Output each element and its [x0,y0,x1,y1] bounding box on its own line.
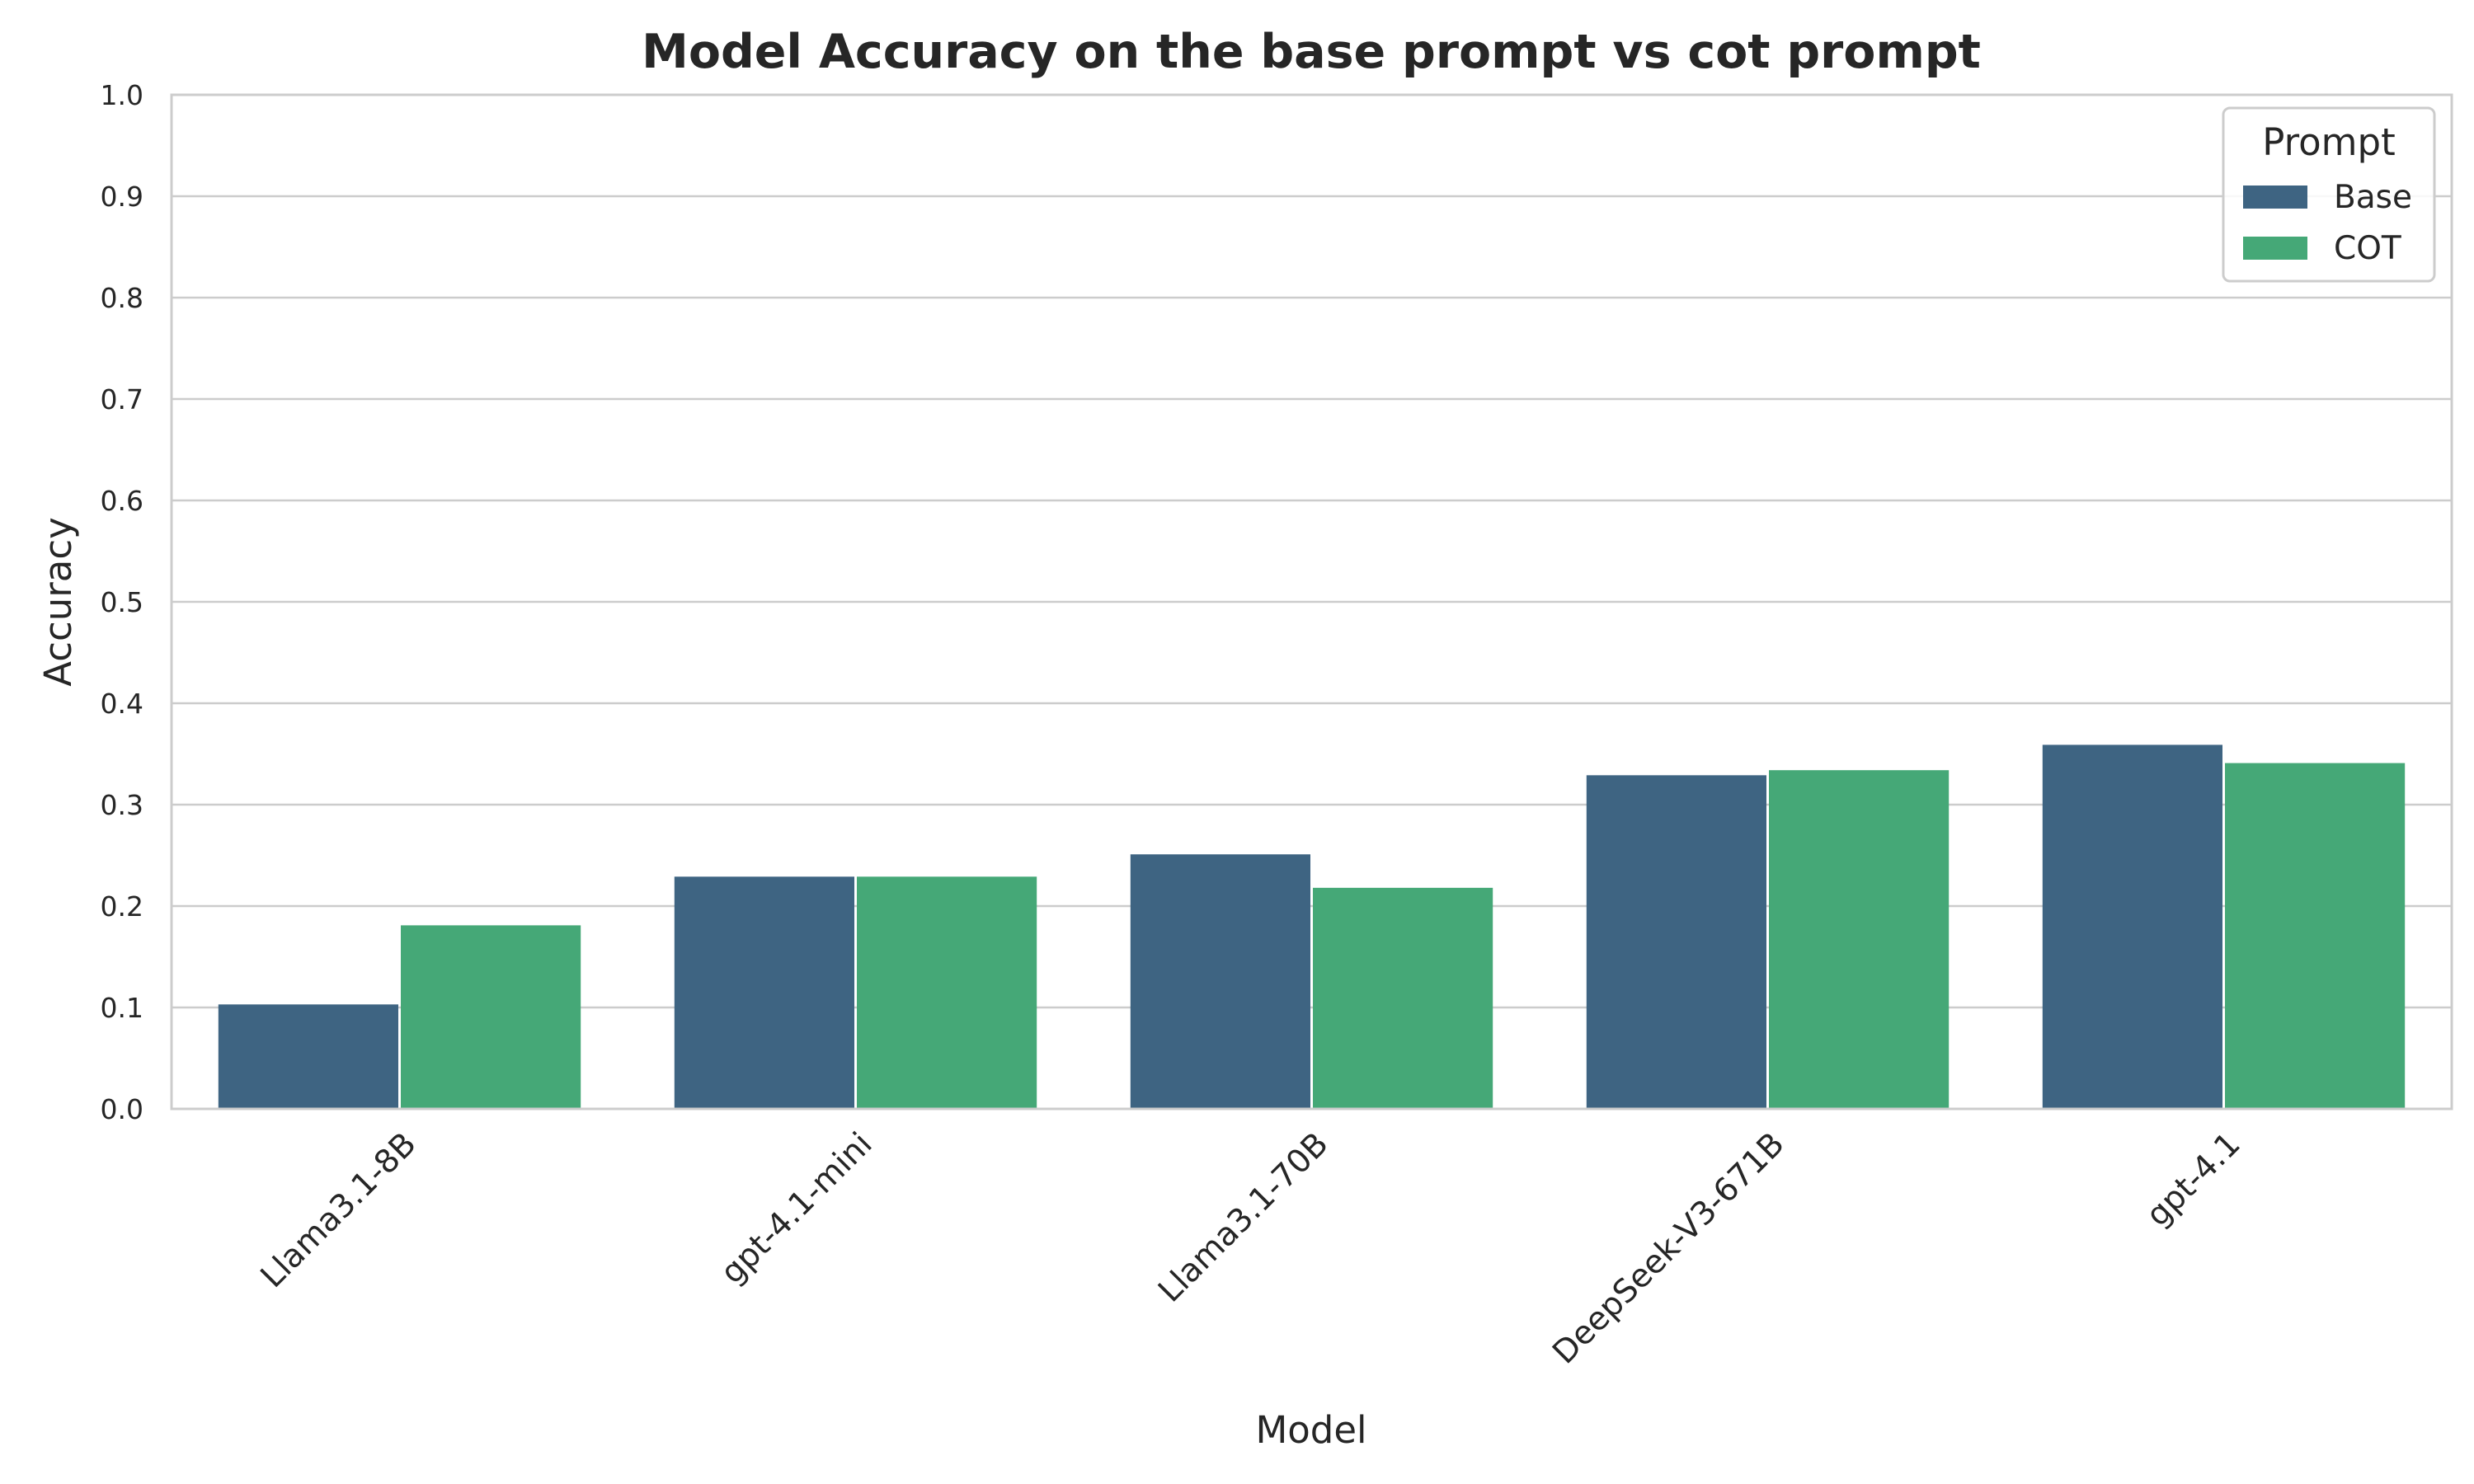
y-axis-label: Accuracy [36,517,80,686]
bar-base-llama3-1-70b [1130,854,1310,1109]
y-tick-label: 0.2 [101,890,143,923]
bar-cot-llama3-1-8b [401,925,581,1109]
legend: Prompt Base COT [2222,106,2436,283]
bar-base-gpt-4-1-mini [674,876,854,1109]
y-tick-labels: 0.0 0.1 0.2 0.3 0.4 0.5 0.6 0.7 0.8 0.9 1.0 [101,79,143,1125]
legend-label-base: Base [2334,179,2412,216]
bar-cot-gpt-4-1-mini [857,876,1037,1109]
legend-swatch-base [2243,186,2307,209]
y-tick-label: 0.6 [101,485,143,517]
bar-cot-gpt-4-1 [2225,763,2406,1109]
plot-frame [170,93,2453,1111]
y-tick-label: 0.9 [101,181,143,213]
legend-swatch-cot [2243,237,2307,260]
bar-cot-llama3-1-70b [1313,887,1493,1109]
legend-label-cot: COT [2334,230,2401,267]
x-axis-label: Model [1255,1408,1366,1452]
legend-title: Prompt [2262,120,2395,164]
y-tick-label: 0.1 [101,992,143,1024]
y-tick-label: 0.3 [101,789,143,821]
y-tick-label: 1.0 [101,79,143,111]
y-tick-label: 0.4 [101,688,143,720]
bar-base-deepseek-v3-671b [1586,775,1766,1109]
chart-title: Model Accuracy on the base prompt vs cot… [642,25,1981,79]
bars [218,744,2406,1109]
y-tick-label: 0.0 [101,1093,143,1125]
y-tick-label: 0.8 [101,282,143,314]
bar-cot-deepseek-v3-671b [1769,770,1950,1109]
bar-base-gpt-4-1 [2042,744,2222,1109]
y-tick-label: 0.7 [101,383,143,416]
bar-base-llama3-1-8b [218,1004,398,1109]
y-tick-label: 0.5 [101,586,143,618]
